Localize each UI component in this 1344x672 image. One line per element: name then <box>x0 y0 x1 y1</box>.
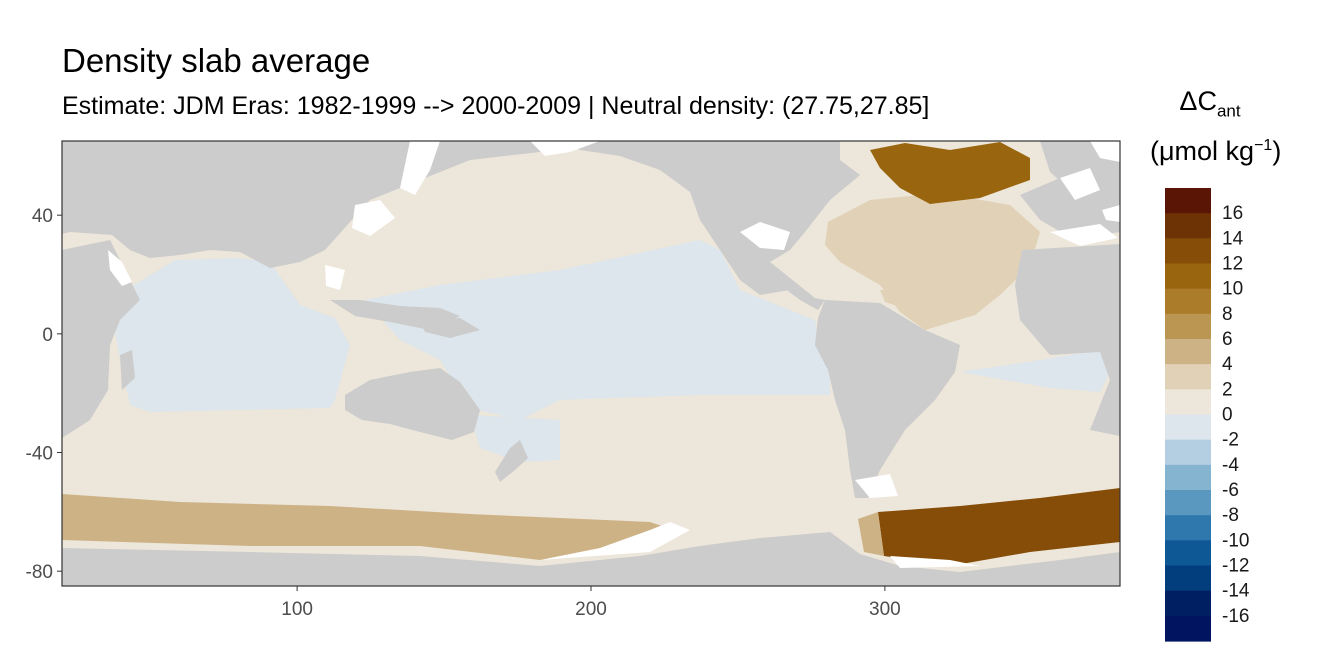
region-pacific-equatorial <box>365 240 830 420</box>
legend-label: 14 <box>1222 228 1244 249</box>
land-antarctica <box>62 532 1120 586</box>
no-data-red-sea <box>108 250 132 286</box>
no-data-gulf-of-mexico <box>740 222 790 250</box>
land-north-america <box>560 141 860 295</box>
x-tick-label: 100 <box>281 599 313 620</box>
legend-unit-superscript: −1 <box>1254 137 1273 154</box>
legend-label: 12 <box>1222 254 1243 275</box>
land-south-america <box>815 300 960 498</box>
y-tick-label: 0 <box>42 325 53 346</box>
legend-label: -4 <box>1222 455 1239 476</box>
y-tick-label: -40 <box>26 444 53 465</box>
region-atlantic-equatorial-band <box>880 290 930 310</box>
legend-swatch <box>1165 615 1211 642</box>
legend-title: ΔCant <box>1150 86 1270 121</box>
legend-label: -2 <box>1222 430 1239 451</box>
region-atlantic-east-equatorial <box>960 350 1110 392</box>
legend-unit-suffix: ) <box>1272 136 1282 166</box>
land-africa-east <box>62 240 140 438</box>
legend-label: -6 <box>1222 480 1239 501</box>
legend-label: -8 <box>1222 505 1239 526</box>
legend-swatch <box>1165 288 1211 315</box>
no-data-baltic <box>1090 141 1120 162</box>
legend-swatch <box>1165 263 1211 290</box>
land-australia <box>345 368 480 440</box>
legend-swatch <box>1165 439 1211 466</box>
legend-swatch <box>1165 213 1211 239</box>
plot-title: Density slab average <box>62 42 371 79</box>
y-tick-label: 40 <box>32 206 53 227</box>
no-data-south-china <box>325 265 345 290</box>
region-tasman-sea <box>470 415 560 462</box>
legend-swatch <box>1165 339 1211 365</box>
no-data-weddell-ice <box>890 556 980 568</box>
legend-swatch <box>1165 590 1211 617</box>
legend-swatch <box>1165 414 1211 441</box>
land-new-guinea <box>420 318 480 338</box>
legend-swatch <box>1165 364 1211 390</box>
land-new-zealand <box>495 440 528 482</box>
legend-label: -16 <box>1222 606 1249 627</box>
legend-unit: (μmol kg−1) <box>1150 136 1281 167</box>
legend-swatch <box>1165 540 1211 567</box>
no-data-north-sea <box>1060 168 1100 200</box>
legend-swatch <box>1165 515 1211 541</box>
region-indian-ocean <box>110 258 350 412</box>
region-antarctic-pacific-shelf <box>62 494 680 560</box>
no-data-antarctic-ice-1 <box>540 522 690 560</box>
legend-label: -10 <box>1222 530 1249 551</box>
no-data-okhotsk <box>352 200 395 236</box>
legend-swatch <box>1165 188 1211 214</box>
legend-swatch <box>1165 389 1211 416</box>
legend-label: 6 <box>1222 329 1233 350</box>
legend-swatch <box>1165 238 1211 265</box>
no-data-arctic-2 <box>530 141 600 156</box>
legend-label: 10 <box>1222 279 1243 300</box>
legend-unit-prefix: (μmol kg <box>1150 136 1255 166</box>
x-tick-label: 300 <box>869 599 901 620</box>
legend-swatch <box>1165 464 1211 491</box>
no-data-black-sea <box>1102 205 1120 222</box>
region-antarctic-peninsula-shelf <box>858 512 884 556</box>
legend-swatch <box>1165 565 1211 592</box>
land-africa-west <box>1015 244 1120 436</box>
legend-label: -12 <box>1222 556 1249 577</box>
legend-label: -14 <box>1222 581 1250 602</box>
land-eurasia <box>62 141 560 268</box>
legend-label: 2 <box>1222 379 1233 400</box>
legend-title-symbol: ΔC <box>1179 86 1217 116</box>
plot-subtitle: Estimate: JDM Eras: 1982-1999 --> 2000-2… <box>62 92 930 120</box>
region-weddell-sea <box>878 488 1120 566</box>
land-madagascar <box>120 350 135 390</box>
legend-swatch <box>1165 313 1211 340</box>
x-tick-label: 200 <box>575 599 607 620</box>
legend-label: 8 <box>1222 304 1233 325</box>
legend-swatch <box>1165 490 1211 516</box>
legend-label: 4 <box>1222 354 1233 375</box>
legend-title-subscript: ant <box>1216 101 1241 121</box>
region-atlantic-north-subtropical <box>825 193 1040 330</box>
y-tick-label: -80 <box>26 562 53 583</box>
no-data-arctic-1 <box>400 141 440 195</box>
map-panel <box>62 141 1120 586</box>
region-atlantic-north-subpolar <box>870 142 1030 204</box>
no-data-drake <box>855 474 898 498</box>
legend-label: 0 <box>1222 405 1233 426</box>
land-central-america <box>770 262 825 310</box>
no-data-mediterranean <box>1050 224 1118 246</box>
legend-label: 16 <box>1222 203 1243 224</box>
color-legend: 16 14 12 10 8 6 4 2 0 -2 -4 -6 -8 -10 -12 -14 -16 <box>1165 188 1250 642</box>
